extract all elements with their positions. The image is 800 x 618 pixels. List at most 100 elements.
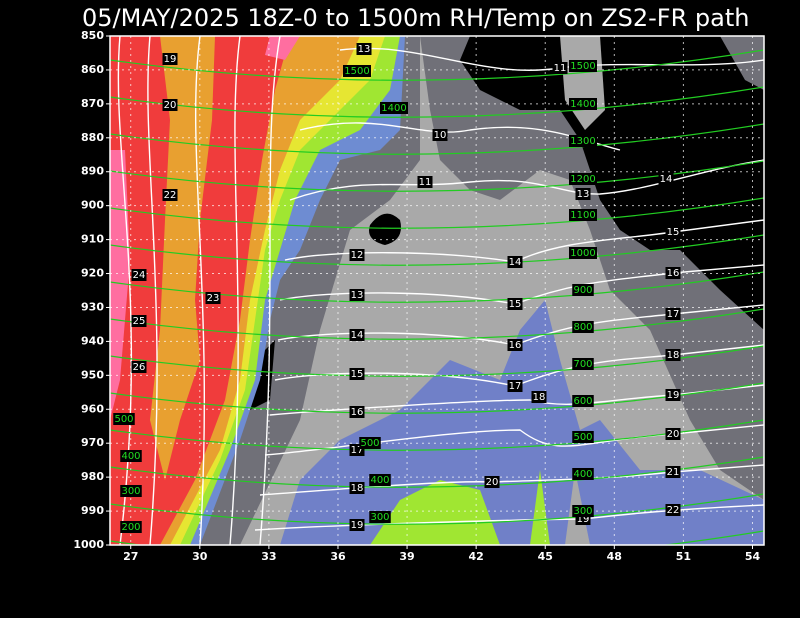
height-label: 1000 xyxy=(570,248,595,259)
height-label: 700 xyxy=(573,359,592,370)
y-tick-label: 890 xyxy=(81,165,104,178)
temperature-label-box xyxy=(131,315,147,327)
temperature-label-box xyxy=(349,519,365,531)
temperature-label-box xyxy=(665,389,681,401)
temperature-label: 15 xyxy=(351,369,364,380)
height-contour xyxy=(110,605,764,618)
rh-fill xyxy=(150,36,215,480)
temperature-label-box xyxy=(484,476,500,488)
temperature-label-box xyxy=(658,173,674,185)
height-label: 600 xyxy=(573,396,592,407)
height-label-box xyxy=(569,135,597,147)
temperature-label: 18 xyxy=(351,483,364,494)
x-tick-label: 45 xyxy=(538,550,553,563)
height-label: 1500 xyxy=(344,66,369,77)
temperature-label-box xyxy=(665,267,681,279)
isotherm xyxy=(229,36,241,545)
temperature-label-box xyxy=(162,53,178,65)
height-label: 1400 xyxy=(381,103,406,114)
y-tick-label: 940 xyxy=(81,334,104,347)
y-tick-label: 1000 xyxy=(73,538,104,551)
isotherm xyxy=(264,424,764,456)
temperature-label-box xyxy=(349,329,365,341)
y-tick-label: 880 xyxy=(81,131,104,144)
temperature-label-box xyxy=(349,368,365,380)
temperature-label-box xyxy=(665,504,681,516)
height-label: 900 xyxy=(573,285,592,296)
temperature-label: 12 xyxy=(351,250,364,261)
temperature-label: 24 xyxy=(133,270,146,281)
height-contour xyxy=(110,123,764,155)
height-label-box xyxy=(572,284,594,296)
height-contour xyxy=(110,86,764,118)
temperature-label: 17 xyxy=(667,309,680,320)
rh-fill xyxy=(530,470,550,545)
temperature-label-box xyxy=(205,292,221,304)
height-contour xyxy=(110,197,764,229)
height-label-box xyxy=(369,511,391,523)
temperature-label-box xyxy=(575,188,591,200)
height-label: 1500 xyxy=(570,61,595,72)
height-label: 400 xyxy=(573,469,592,480)
height-label: 800 xyxy=(573,322,592,333)
height-label-box xyxy=(569,209,597,221)
y-tick-label: 960 xyxy=(81,402,104,415)
temperature-label-box xyxy=(552,62,568,74)
rh-fill xyxy=(369,213,401,245)
height-label-box xyxy=(569,247,597,259)
temperature-label-box xyxy=(507,256,523,268)
height-label: 500 xyxy=(573,432,592,443)
y-tick-label: 950 xyxy=(81,368,104,381)
temperature-label: 14 xyxy=(509,257,522,268)
height-label: 200 xyxy=(121,522,140,533)
x-tick-label: 39 xyxy=(399,550,414,563)
height-label: 500 xyxy=(360,438,379,449)
height-label: 1100 xyxy=(570,210,595,221)
temperature-label-box xyxy=(162,99,178,111)
temperature-label-box xyxy=(665,226,681,238)
temperature-label: 22 xyxy=(667,505,680,516)
x-tick-label: 27 xyxy=(123,550,138,563)
isotherm xyxy=(259,36,281,545)
height-label-box xyxy=(369,474,391,486)
chart-title: 05/MAY/2025 18Z-0 to 1500m RH/Temp on ZS… xyxy=(82,4,749,32)
height-label-box xyxy=(569,173,597,185)
isotherm xyxy=(269,384,764,416)
temperature-label-box xyxy=(507,298,523,310)
temperature-label-box xyxy=(162,189,178,201)
height-label: 500 xyxy=(114,414,133,425)
height-label-box xyxy=(113,413,135,425)
y-tick-label: 900 xyxy=(81,199,104,212)
height-label: 400 xyxy=(370,475,389,486)
temperature-label: 18 xyxy=(533,392,546,403)
temperature-label-box xyxy=(349,406,365,418)
temperature-label: 20 xyxy=(667,429,680,440)
temperature-label: 20 xyxy=(486,477,499,488)
temperature-label: 19 xyxy=(351,520,364,531)
y-tick-label: 860 xyxy=(81,63,104,76)
y-tick-label: 990 xyxy=(81,504,104,517)
x-tick-label: 42 xyxy=(468,550,483,563)
height-label-box xyxy=(572,321,594,333)
height-contour xyxy=(110,271,764,303)
height-label: 1300 xyxy=(570,136,595,147)
height-label: 300 xyxy=(573,506,592,517)
isotherm xyxy=(289,159,764,201)
temperature-label-box xyxy=(665,349,681,361)
temperature-label: 16 xyxy=(351,407,364,418)
height-contour xyxy=(110,568,764,598)
temperature-label: 19 xyxy=(667,390,680,401)
temperature-label: 16 xyxy=(667,268,680,279)
temperature-label: 17 xyxy=(351,445,364,456)
height-label-box xyxy=(343,65,371,77)
rh-fill xyxy=(265,36,300,60)
temperature-label-box xyxy=(349,289,365,301)
temperature-label: 14 xyxy=(660,174,673,185)
height-label: 1400 xyxy=(570,99,595,110)
temperature-label: 23 xyxy=(207,293,220,304)
x-tick-label: 48 xyxy=(607,550,622,563)
height-label-box xyxy=(569,60,597,72)
temperature-label: 17 xyxy=(509,381,522,392)
temperature-label-box xyxy=(665,428,681,440)
height-label-box xyxy=(572,468,594,480)
